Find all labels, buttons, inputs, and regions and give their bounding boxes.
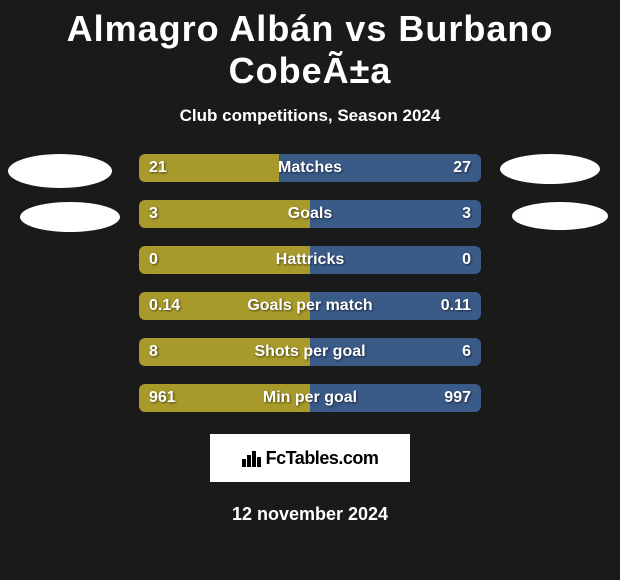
stat-value-right: 3 xyxy=(462,205,471,223)
stat-value-left: 8 xyxy=(149,343,158,361)
watermark-text: FcTables.com xyxy=(266,448,379,469)
player-oval xyxy=(500,154,600,184)
date-text: 12 november 2024 xyxy=(0,504,620,525)
page-title: Almagro Albán vs Burbano CobeÃ±a xyxy=(0,0,620,92)
stat-value-right: 0 xyxy=(462,251,471,269)
stat-value-right: 27 xyxy=(453,159,471,177)
stat-value-left: 0.14 xyxy=(149,297,180,315)
chart-icon xyxy=(242,449,262,467)
stat-label: Min per goal xyxy=(263,389,357,407)
stat-label: Shots per goal xyxy=(254,343,365,361)
stat-row: 21 27 Matches xyxy=(139,154,481,182)
stat-row: 0 0 Hattricks xyxy=(139,246,481,274)
stat-value-left: 3 xyxy=(149,205,158,223)
page-subtitle: Club competitions, Season 2024 xyxy=(0,106,620,126)
stat-label: Goals per match xyxy=(247,297,372,315)
stat-label: Hattricks xyxy=(276,251,344,269)
watermark: FcTables.com xyxy=(210,434,410,482)
stat-label: Goals xyxy=(288,205,332,223)
stat-label: Matches xyxy=(278,159,342,177)
player-oval xyxy=(8,154,112,188)
stat-row: 3 3 Goals xyxy=(139,200,481,228)
stat-value-left: 961 xyxy=(149,389,176,407)
player-oval xyxy=(512,202,608,230)
stat-bars: 21 27 Matches 3 3 Goals 0 0 Hattricks 0.14 0.11 Goa… xyxy=(139,154,481,412)
stat-value-right: 6 xyxy=(462,343,471,361)
stat-row: 961 997 Min per goal xyxy=(139,384,481,412)
stat-bar-right xyxy=(310,200,481,228)
comparison-stage: 21 27 Matches 3 3 Goals 0 0 Hattricks 0.14 0.11 Goa… xyxy=(0,154,620,412)
stat-bar-left xyxy=(139,200,310,228)
stat-value-left: 0 xyxy=(149,251,158,269)
stat-value-right: 0.11 xyxy=(441,297,471,315)
stat-value-left: 21 xyxy=(149,159,167,177)
stat-row: 0.14 0.11 Goals per match xyxy=(139,292,481,320)
player-oval xyxy=(20,202,120,232)
stat-value-right: 997 xyxy=(444,389,471,407)
stat-row: 8 6 Shots per goal xyxy=(139,338,481,366)
